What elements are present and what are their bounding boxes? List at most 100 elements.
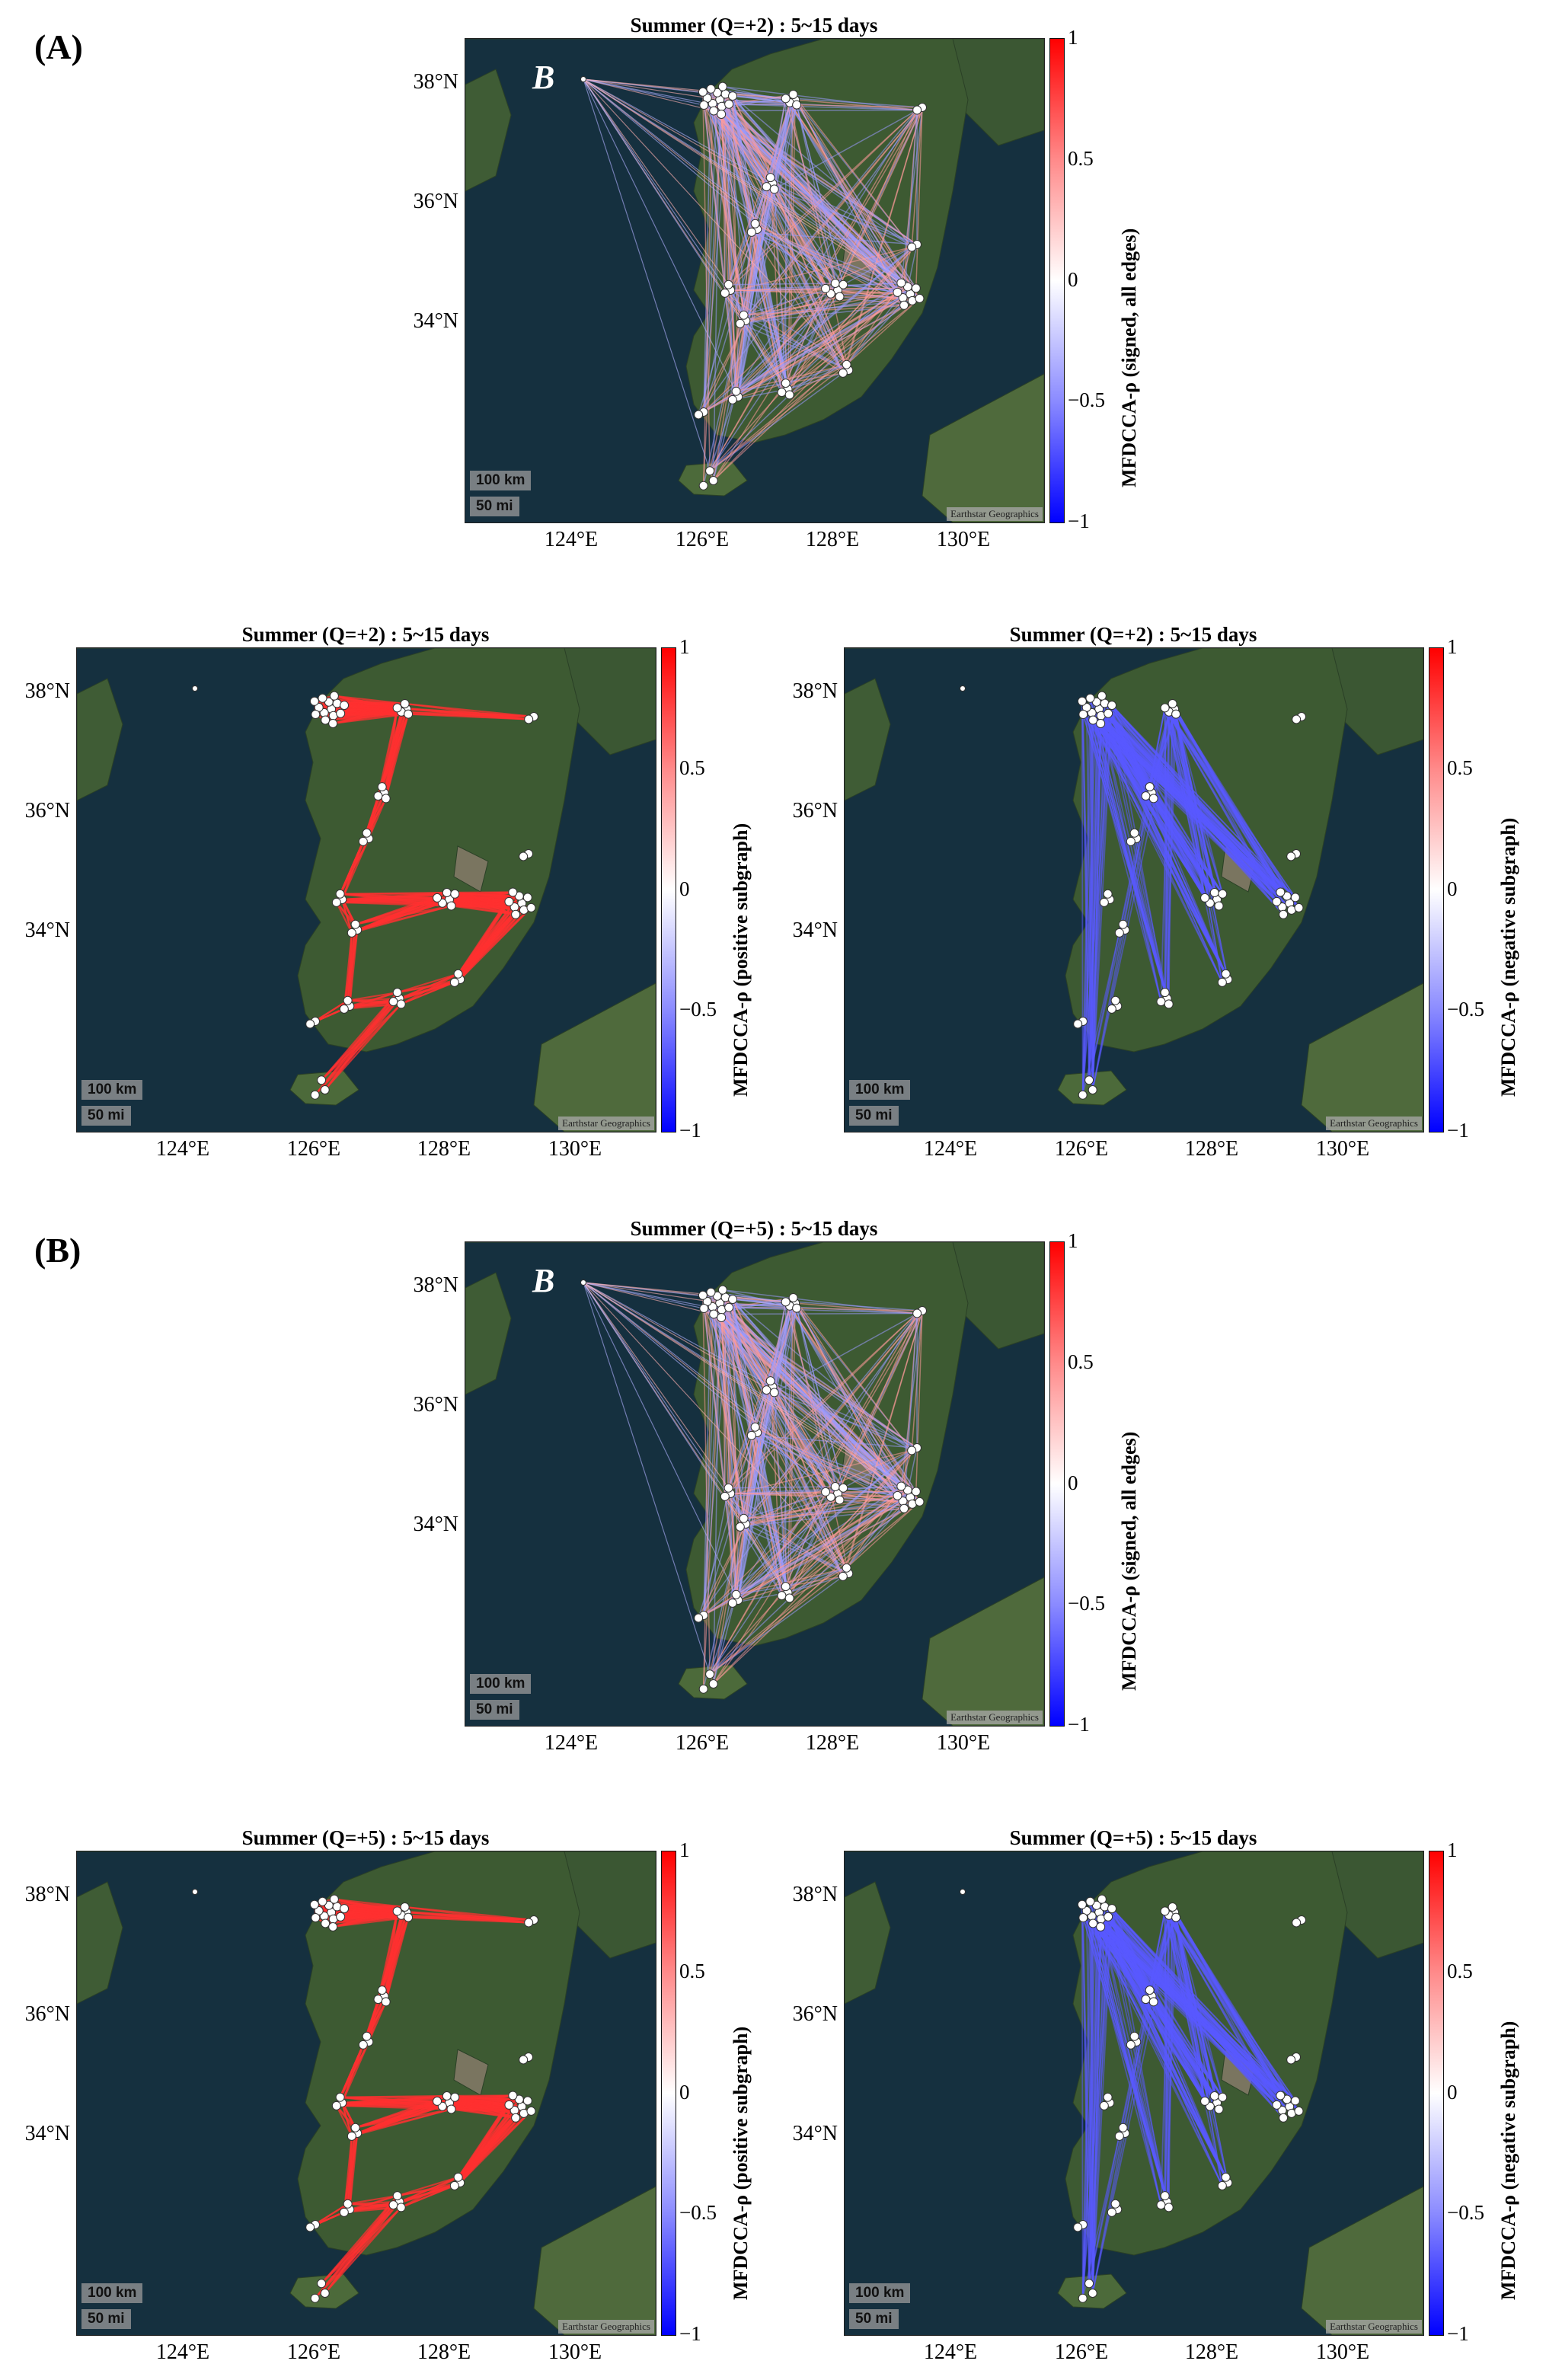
colorbar-tick: −0.5 bbox=[1447, 2201, 1484, 2225]
scale-bar-km: 100 km bbox=[470, 1674, 532, 1694]
correlation-edge bbox=[583, 1282, 917, 1492]
correlation-edge bbox=[709, 298, 920, 471]
latitude-tick: 34°N bbox=[413, 309, 458, 333]
correlation-edge bbox=[1081, 701, 1283, 908]
station-marker bbox=[717, 109, 727, 119]
longitude-tick: 128°E bbox=[417, 1137, 471, 1161]
station-marker bbox=[1160, 703, 1170, 713]
correlation-edge bbox=[703, 1487, 730, 1616]
station-marker bbox=[915, 293, 925, 303]
station-marker bbox=[777, 1591, 787, 1601]
correlation-edge bbox=[724, 1312, 918, 1497]
correlation-edge bbox=[1111, 1908, 1229, 2184]
correlation-edge bbox=[397, 2184, 455, 2197]
station-marker bbox=[1084, 2279, 1094, 2289]
station-marker bbox=[309, 696, 319, 706]
correlation-edge bbox=[732, 1299, 904, 1502]
correlation-edge bbox=[1081, 1904, 1162, 2206]
station-marker bbox=[698, 481, 708, 490]
station-marker bbox=[727, 395, 737, 404]
station-marker bbox=[694, 1613, 704, 1623]
correlation-edge bbox=[703, 284, 730, 413]
station-marker bbox=[1073, 1019, 1083, 1029]
station-marker bbox=[1129, 828, 1139, 838]
correlation-edge bbox=[737, 1308, 797, 1601]
station-marker bbox=[1294, 2106, 1304, 2116]
station-marker bbox=[1286, 2055, 1296, 2065]
correlation-edge bbox=[714, 109, 918, 112]
correlation-edge bbox=[915, 107, 923, 289]
station-marker bbox=[508, 2091, 518, 2100]
correlation-edge bbox=[796, 1308, 917, 1492]
correlation-edge bbox=[770, 177, 918, 245]
correlation-edge bbox=[1101, 695, 1215, 893]
latitude-tick: 38°N bbox=[792, 679, 838, 703]
correlation-edge bbox=[1164, 1911, 1229, 2184]
colorbar bbox=[1049, 1241, 1065, 1727]
correlation-edge bbox=[730, 1389, 768, 1494]
colorbar-tick: 0.5 bbox=[1068, 146, 1094, 170]
correlation-edge bbox=[583, 78, 917, 289]
station-marker bbox=[446, 901, 456, 911]
station-marker bbox=[1221, 2172, 1231, 2182]
station-marker bbox=[896, 278, 906, 288]
correlation-edge bbox=[703, 1499, 841, 1616]
correlation-edge bbox=[583, 1282, 791, 1307]
station-marker bbox=[329, 691, 339, 701]
station-marker bbox=[192, 1889, 198, 1895]
station-marker bbox=[450, 2092, 460, 2102]
map-attribution: Earthstar Geographics bbox=[1326, 2320, 1422, 2334]
panel-title: Summer (Q=+5) : 5~15 days bbox=[630, 1217, 878, 1240]
station-marker bbox=[1156, 2200, 1166, 2210]
correlation-edge bbox=[1164, 708, 1220, 906]
station-marker bbox=[960, 685, 966, 692]
station-marker bbox=[699, 1304, 709, 1314]
station-marker bbox=[728, 91, 738, 101]
station-marker bbox=[699, 101, 709, 110]
correlation-edge bbox=[1081, 1904, 1227, 2178]
station-marker bbox=[1104, 708, 1113, 718]
colorbar-label: MFDCCA-ρ (positive subgraph) bbox=[730, 823, 752, 1097]
station-marker bbox=[449, 2180, 459, 2190]
correlation-edge bbox=[737, 189, 775, 398]
correlation-edge bbox=[1111, 1908, 1300, 2112]
correlation-edge bbox=[335, 902, 353, 934]
correlation-edge bbox=[1088, 1909, 1113, 2284]
correlation-edge bbox=[397, 707, 529, 720]
correlation-edge bbox=[724, 1485, 902, 1497]
correlation-edge bbox=[385, 1911, 398, 2002]
correlation-edge bbox=[709, 364, 848, 471]
station-marker bbox=[1290, 893, 1300, 902]
station-marker bbox=[1099, 2100, 1109, 2110]
station-marker bbox=[1141, 1995, 1151, 2005]
station-marker bbox=[1200, 893, 1210, 902]
colorbar bbox=[1429, 647, 1444, 1132]
correlation-edge bbox=[583, 1282, 730, 1489]
correlation-edge bbox=[797, 104, 923, 108]
station-marker bbox=[310, 2293, 320, 2303]
correlation-edge bbox=[703, 1594, 737, 1616]
station-marker bbox=[724, 99, 734, 109]
station-marker bbox=[1114, 928, 1124, 938]
station-marker bbox=[1088, 2289, 1097, 2298]
station-b-label: B bbox=[532, 1262, 555, 1299]
korean-peninsula-landmass bbox=[297, 648, 580, 1053]
colorbar-tick: 1 bbox=[1068, 1229, 1078, 1252]
correlation-edge bbox=[1167, 703, 1174, 1005]
station-marker bbox=[830, 278, 840, 288]
station-marker bbox=[781, 1582, 791, 1592]
correlation-edge bbox=[1164, 707, 1292, 911]
station-marker bbox=[1286, 851, 1296, 861]
station-marker bbox=[396, 999, 406, 1009]
station-marker bbox=[769, 1388, 779, 1398]
correlation-edge bbox=[774, 1392, 849, 1574]
map-svg bbox=[465, 39, 1044, 522]
station-marker bbox=[731, 386, 741, 396]
station-marker bbox=[343, 2199, 353, 2209]
panel-title: Summer (Q=+2) : 5~15 days bbox=[1009, 623, 1257, 646]
correlation-edge bbox=[797, 1307, 923, 1311]
correlation-edge bbox=[1111, 704, 1300, 909]
longitude-tick: 130°E bbox=[936, 528, 991, 551]
station-marker bbox=[396, 2203, 406, 2212]
correlation-edge bbox=[736, 292, 898, 392]
